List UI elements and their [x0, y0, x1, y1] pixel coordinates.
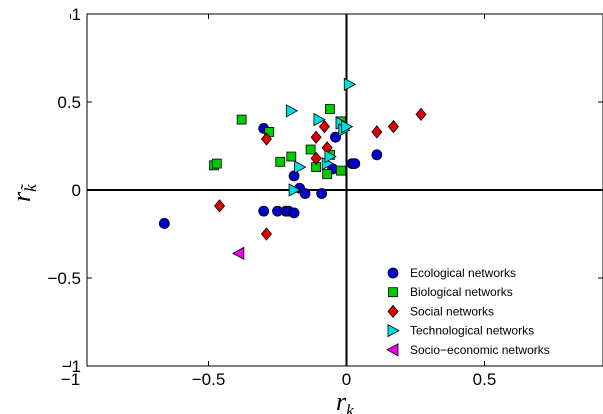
y-tick-label: 1 — [72, 5, 81, 24]
data-point — [322, 169, 333, 180]
data-point — [371, 125, 383, 139]
zero-lines — [87, 14, 603, 366]
legend-marker — [388, 287, 398, 298]
data-point — [258, 205, 270, 217]
data-point — [325, 104, 335, 114]
data-point — [211, 158, 222, 169]
data-point — [275, 156, 286, 167]
data-point — [324, 149, 337, 164]
data-point — [286, 151, 297, 162]
data-point — [236, 114, 247, 125]
data-point — [341, 119, 354, 134]
x-tick-label: 0.5 — [473, 370, 497, 389]
data-point — [285, 104, 299, 118]
legend-marker — [387, 267, 399, 279]
legend: Ecological networks Biological networks So… — [376, 258, 583, 360]
x-axis-label: rk — [336, 387, 354, 414]
legend-box — [376, 258, 583, 360]
data-point — [318, 120, 330, 134]
legend-entry: Biological networks — [410, 285, 513, 299]
series-technological-networks — [285, 77, 357, 197]
legend-entry: Technological networks — [410, 324, 534, 338]
legend-marker — [387, 304, 399, 319]
data-point — [288, 207, 300, 219]
data-point — [260, 227, 272, 241]
data-point — [371, 149, 383, 161]
legend-marker — [387, 323, 400, 338]
series-socio-economic-networks — [232, 246, 245, 261]
data-point — [330, 131, 341, 143]
y-tick-label: −0.5 — [47, 269, 81, 288]
data-point — [415, 107, 427, 121]
data-point — [288, 183, 301, 197]
y-tick-label: −1 — [62, 357, 81, 376]
data-point — [158, 218, 170, 229]
x-tick-label: −0.5 — [192, 370, 226, 389]
y-axis-label: rk̃ — [7, 184, 40, 202]
x-tick-label: 0 — [342, 370, 351, 389]
data-point — [313, 112, 326, 127]
data-point — [305, 144, 316, 155]
data-point — [232, 246, 245, 261]
y-tick-label: 0.5 — [57, 93, 81, 112]
data-point — [260, 132, 272, 146]
data-point — [387, 120, 399, 134]
x-tick-label: −1 — [61, 370, 80, 389]
legend-entry: Ecological networks — [410, 266, 516, 280]
data-point — [343, 77, 357, 92]
legend-entry: Social networks — [410, 304, 494, 318]
data-point — [288, 170, 300, 182]
data-point — [294, 160, 307, 174]
legend-entry: Socio−economic networks — [410, 343, 550, 357]
data-point — [349, 158, 361, 170]
legend-marker — [386, 343, 399, 357]
axis-ticks: −1 −0.5 0 0.5 −1 −0.5 0 0.5 1 — [47, 5, 603, 389]
data-point — [310, 151, 322, 165]
data-points — [158, 77, 427, 261]
data-point — [336, 165, 346, 176]
y-tick-label: 0 — [72, 181, 81, 200]
data-point — [316, 188, 328, 199]
data-point — [214, 199, 226, 213]
data-point — [299, 188, 311, 199]
data-point — [310, 130, 322, 144]
